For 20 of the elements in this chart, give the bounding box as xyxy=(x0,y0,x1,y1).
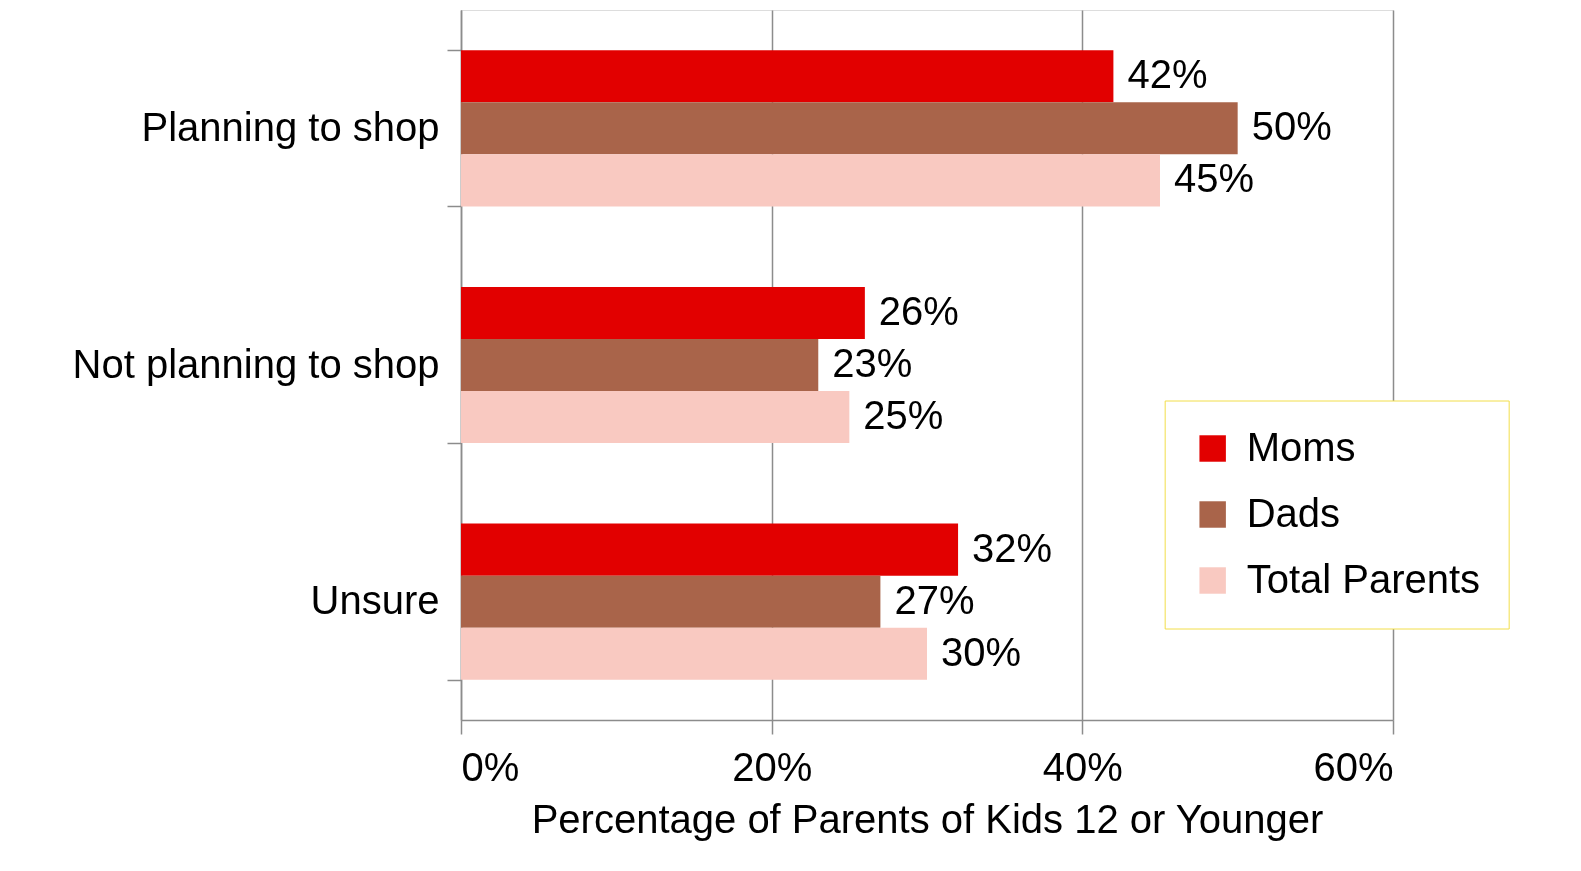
data-label: 32% xyxy=(972,525,1053,570)
legend-label: Total Parents xyxy=(1246,556,1481,601)
data-label: 45% xyxy=(1174,156,1255,201)
x-tick-label: 60% xyxy=(1313,744,1394,789)
data-label: 27% xyxy=(894,577,975,622)
data-label: 42% xyxy=(1127,52,1208,97)
data-label: 26% xyxy=(878,288,959,333)
legend-label: Dads xyxy=(1246,490,1341,535)
y-tick-label: Not planning to shop xyxy=(72,341,440,386)
data-label: 30% xyxy=(941,629,1022,674)
y-tick-label: Unsure xyxy=(310,578,440,623)
x-tick-label: 0% xyxy=(461,744,520,789)
data-label: 50% xyxy=(1251,104,1332,149)
x-tick-label: 20% xyxy=(732,744,813,789)
x-axis-title: Percentage of Parents of Kids 12 or Younger xyxy=(531,796,1324,841)
data-label: 23% xyxy=(832,341,913,385)
x-tick-label: 40% xyxy=(1042,744,1123,789)
y-tick-label: Planning to shop xyxy=(141,104,440,149)
legend-label: Moms xyxy=(1246,424,1356,469)
data-label: 25% xyxy=(863,393,944,438)
